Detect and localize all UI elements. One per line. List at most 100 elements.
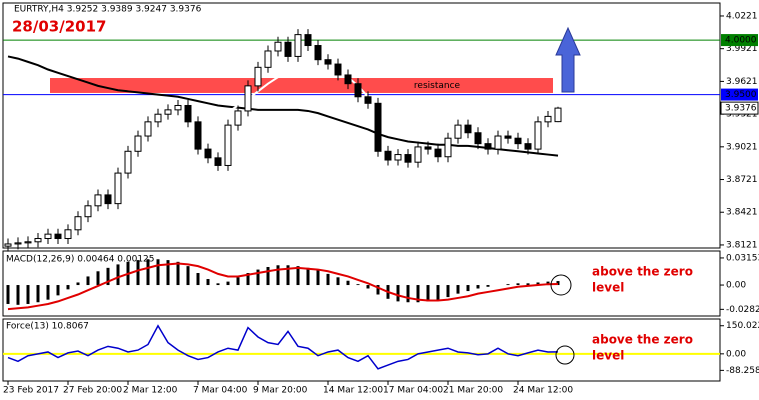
histogram-bar xyxy=(116,264,120,286)
histogram-bar xyxy=(156,259,160,286)
histogram-bar xyxy=(276,265,280,286)
histogram-bar xyxy=(456,285,460,294)
histogram-bar xyxy=(336,277,340,286)
highlight-circle xyxy=(550,274,572,296)
candle-body xyxy=(454,124,462,139)
candle-body xyxy=(474,132,482,145)
histogram-bar xyxy=(96,271,100,286)
histogram-bar xyxy=(286,265,290,286)
annotation: level xyxy=(592,281,624,295)
candle-body xyxy=(464,124,472,134)
histogram-bar xyxy=(556,281,560,286)
histogram-bar xyxy=(326,273,330,286)
level-label: 3.9500 xyxy=(725,90,757,100)
annotation: above the zero xyxy=(592,333,693,347)
histogram-bar xyxy=(256,269,260,286)
price-label: 3.9376 xyxy=(725,104,757,114)
candle-body xyxy=(254,66,262,87)
candle-body xyxy=(484,143,492,150)
candle-body xyxy=(174,104,182,111)
candle-body xyxy=(514,137,522,145)
candle-body xyxy=(344,74,352,85)
level-box xyxy=(721,88,758,101)
moving-average xyxy=(7,55,559,157)
histogram-bar xyxy=(396,285,400,302)
candle-body xyxy=(544,115,552,123)
histogram-bar xyxy=(66,285,70,290)
candle-body xyxy=(244,85,252,112)
histogram-bar xyxy=(6,285,10,304)
annotation: above the zero xyxy=(592,265,693,279)
candle-body xyxy=(414,146,422,163)
candle-body xyxy=(554,107,562,123)
candle-body xyxy=(104,194,112,205)
histogram-bar xyxy=(16,285,20,305)
histogram-bar xyxy=(316,270,320,286)
price-title: EURTRY,H4 3.9252 3.9389 3.9247 3.9376 xyxy=(14,5,202,15)
candle-body xyxy=(494,135,502,150)
y-tick-label: 3.8121 xyxy=(726,240,758,250)
candle-body xyxy=(424,146,432,150)
y-tick-label: 3.8421 xyxy=(726,208,758,218)
histogram-bar xyxy=(196,273,200,286)
level-label: 4.0000 xyxy=(725,36,757,46)
y-tick-label: 0.00 xyxy=(726,349,746,359)
candle-body xyxy=(154,113,162,123)
candle-body xyxy=(384,150,392,161)
candle-body xyxy=(194,121,202,150)
histogram-bar xyxy=(476,285,480,289)
price-box xyxy=(720,101,759,115)
histogram-bar xyxy=(46,285,50,300)
candle-body xyxy=(144,121,152,137)
candle-body xyxy=(264,50,272,68)
candle-body xyxy=(74,216,82,231)
x-tick-label: 7 Mar 04:00 xyxy=(193,386,248,396)
candle-body xyxy=(434,148,442,158)
candle-body xyxy=(54,233,62,240)
candle-body xyxy=(114,172,122,205)
macd-panel xyxy=(2,250,721,317)
x-tick-label: 24 Mar 12:00 xyxy=(513,386,573,396)
candle-body xyxy=(324,59,332,65)
histogram-bar xyxy=(526,283,530,286)
candle-body xyxy=(164,109,172,115)
signal-line xyxy=(7,262,559,311)
annotation: level xyxy=(592,349,624,363)
candle-body xyxy=(364,96,372,104)
date-annotation: 28/03/2017 xyxy=(12,18,106,36)
candle-body xyxy=(44,233,52,240)
candle-body xyxy=(394,154,402,161)
histogram-bar xyxy=(366,285,370,289)
macd-title: MACD(12,26,9) 0.00464 0.00125 xyxy=(6,255,155,265)
up-arrow xyxy=(555,26,581,93)
x-tick-label: 17 Mar 04:00 xyxy=(383,386,443,396)
histogram-bar xyxy=(76,282,80,286)
histogram-bar xyxy=(236,277,240,286)
histogram-bar xyxy=(446,285,450,298)
histogram-bar xyxy=(266,266,270,286)
candle-body xyxy=(294,34,302,57)
candle-body xyxy=(524,143,532,150)
histogram-bar xyxy=(306,267,310,286)
level-box xyxy=(721,34,758,47)
candle-body xyxy=(224,124,232,166)
candle-body xyxy=(234,110,242,126)
histogram-bar xyxy=(176,261,180,286)
y-tick-label: -88.258 xyxy=(726,366,759,376)
histogram-bar xyxy=(146,259,150,286)
x-tick-label: 23 Feb 2017 xyxy=(3,386,59,396)
histogram-bar xyxy=(246,273,250,286)
histogram-bar xyxy=(56,285,60,296)
histogram-bar xyxy=(166,260,170,286)
histogram-bar xyxy=(216,283,220,286)
histogram-bar xyxy=(186,266,190,286)
highlight-circle xyxy=(555,345,575,365)
y-tick-label: 150.0225 xyxy=(726,321,759,331)
histogram-bar xyxy=(226,281,230,286)
candle-body xyxy=(14,242,22,245)
candle-body xyxy=(274,41,282,52)
y-tick-label: 3.9921 xyxy=(726,44,758,54)
x-tick-label: 2 Mar 12:00 xyxy=(123,386,178,396)
histogram-bar xyxy=(486,285,490,287)
